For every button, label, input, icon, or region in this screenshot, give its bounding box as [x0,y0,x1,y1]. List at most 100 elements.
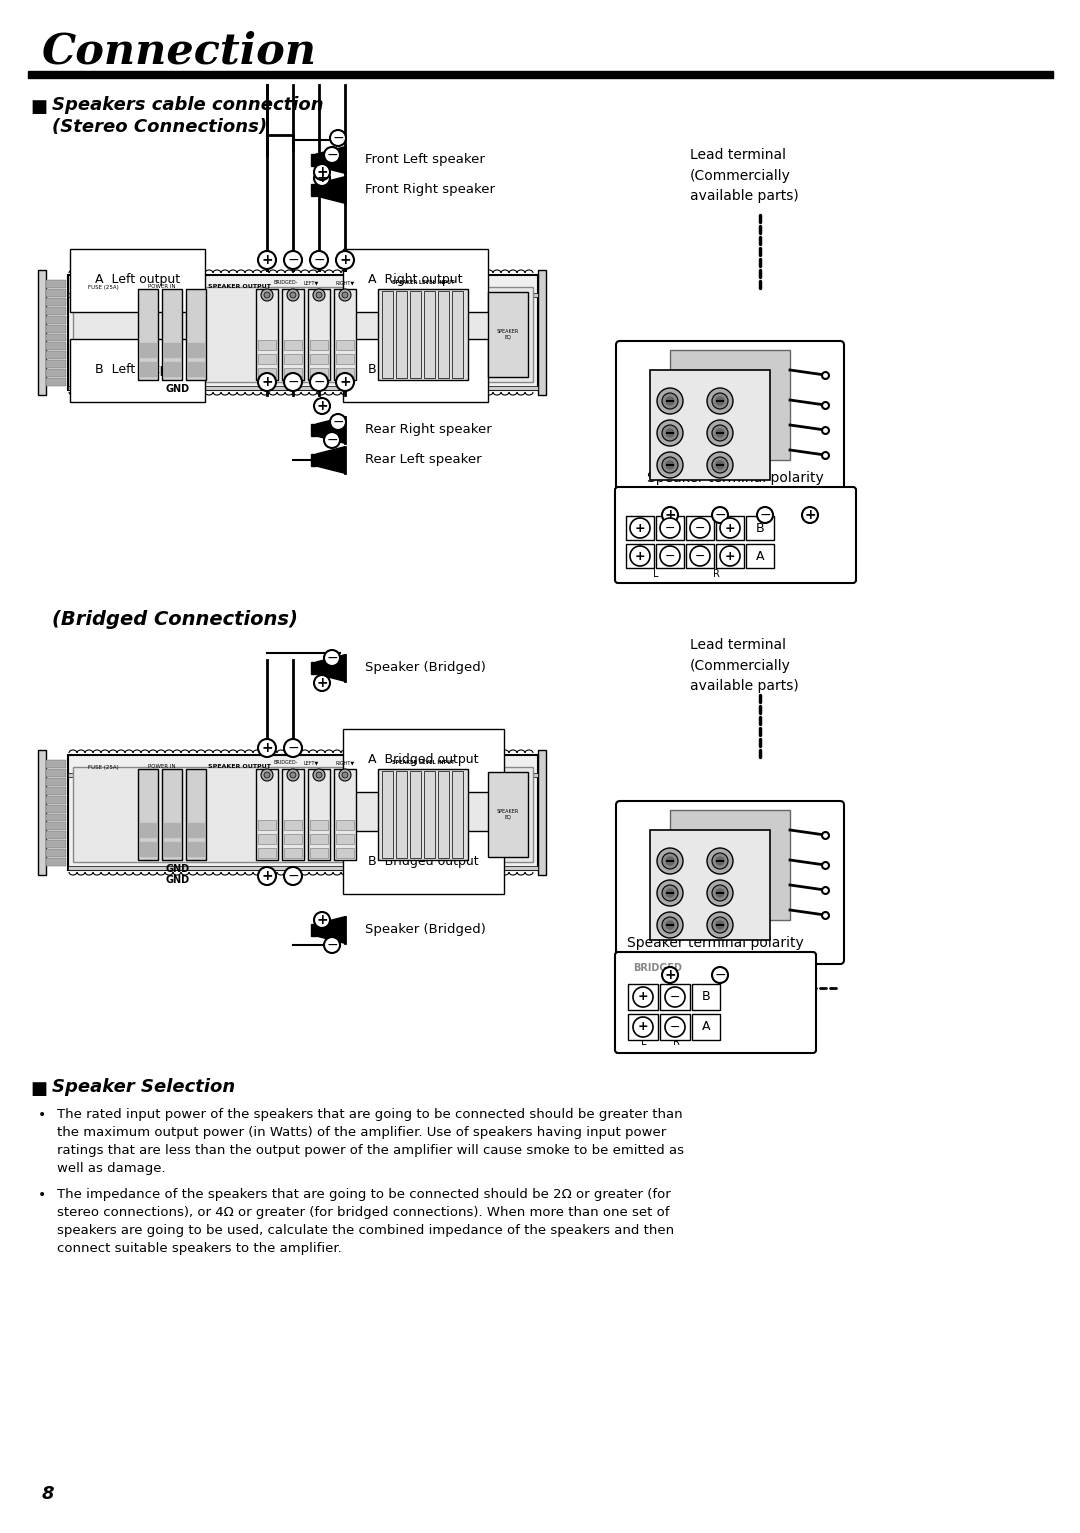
Text: +: + [635,549,646,563]
Bar [186,290,206,380]
Bar [650,829,770,940]
Bar [686,517,714,540]
Bar [311,184,316,196]
Bar [46,316,66,323]
Circle shape [662,457,678,474]
Bar [382,291,393,379]
Bar [336,354,354,363]
Circle shape [716,461,724,469]
Bar [310,340,328,350]
Circle shape [712,507,728,523]
Text: −: − [714,967,726,983]
Circle shape [336,373,354,391]
Circle shape [258,868,276,885]
Text: BRIDGED-: BRIDGED- [273,760,297,765]
Bar [164,842,180,855]
Circle shape [324,147,340,162]
Text: L: L [642,1036,647,1047]
Bar [73,287,534,382]
Bar [424,771,435,858]
Bar [28,71,1053,78]
Text: +: + [316,166,328,179]
Polygon shape [316,917,345,943]
Text: L: L [653,569,659,579]
Polygon shape [316,655,345,681]
Text: SPEAKER OUTPUT: SPEAKER OUTPUT [208,765,271,770]
Text: +: + [339,253,351,267]
Text: +: + [316,399,328,412]
Polygon shape [316,446,345,474]
Text: Connection: Connection [42,31,318,72]
Circle shape [712,392,728,409]
Polygon shape [316,417,345,443]
Text: −: − [670,990,680,1004]
Circle shape [314,675,330,691]
Circle shape [316,773,322,779]
Text: R: R [713,569,719,579]
Bar [488,291,528,377]
Circle shape [284,739,302,757]
Text: (Bridged Connections): (Bridged Connections) [52,610,298,629]
Circle shape [291,773,296,779]
Circle shape [712,885,728,901]
Text: SPEAKER OUTPUT: SPEAKER OUTPUT [208,285,271,290]
Circle shape [264,291,270,297]
Circle shape [314,170,330,185]
Text: 8: 8 [42,1485,54,1502]
Bar [336,834,354,845]
Text: +: + [316,914,328,927]
Bar [188,842,204,855]
Bar [46,760,66,768]
Circle shape [284,251,302,268]
Bar [656,544,684,569]
Bar [284,848,302,858]
Circle shape [716,889,724,897]
Circle shape [657,848,683,874]
Circle shape [630,546,650,566]
Text: −: − [326,938,338,952]
Text: −: − [287,740,299,754]
Circle shape [310,251,328,268]
Text: POWER IN: POWER IN [148,765,176,770]
Bar [310,368,328,379]
Bar [438,771,449,858]
Bar [46,351,66,359]
Bar [46,770,66,777]
Bar [396,771,407,858]
Text: +: + [637,1021,648,1033]
Circle shape [316,291,322,297]
Bar [626,544,654,569]
Bar [164,823,180,837]
Bar [282,770,303,860]
Text: Rear Left speaker: Rear Left speaker [365,454,482,466]
Text: POWER IN: POWER IN [148,285,176,290]
Text: Speaker terminal polarity: Speaker terminal polarity [647,471,824,484]
Bar [46,325,66,333]
Bar [650,369,770,480]
Text: −: − [759,507,771,523]
Circle shape [757,507,773,523]
Bar [660,1013,690,1039]
Bar [188,823,204,837]
FancyBboxPatch shape [615,952,816,1053]
Bar [138,290,158,380]
Bar [308,770,330,860]
Circle shape [666,461,674,469]
Circle shape [716,921,724,929]
Text: −: − [694,549,705,563]
Text: Front Left speaker: Front Left speaker [365,153,485,167]
Bar [258,820,276,829]
Text: LEFT▼: LEFT▼ [303,760,319,765]
Bar [627,984,658,1010]
Bar [310,848,328,858]
Text: A: A [702,1021,711,1033]
Text: B  Left output: B Left output [95,363,180,377]
Text: −: − [326,432,338,448]
Bar [188,362,204,376]
Bar [284,368,302,379]
Circle shape [339,290,351,300]
Text: −: − [333,130,343,146]
Text: BRIDGED-: BRIDGED- [273,281,297,285]
Bar [308,290,330,380]
Text: FUSE (25A): FUSE (25A) [87,285,119,290]
